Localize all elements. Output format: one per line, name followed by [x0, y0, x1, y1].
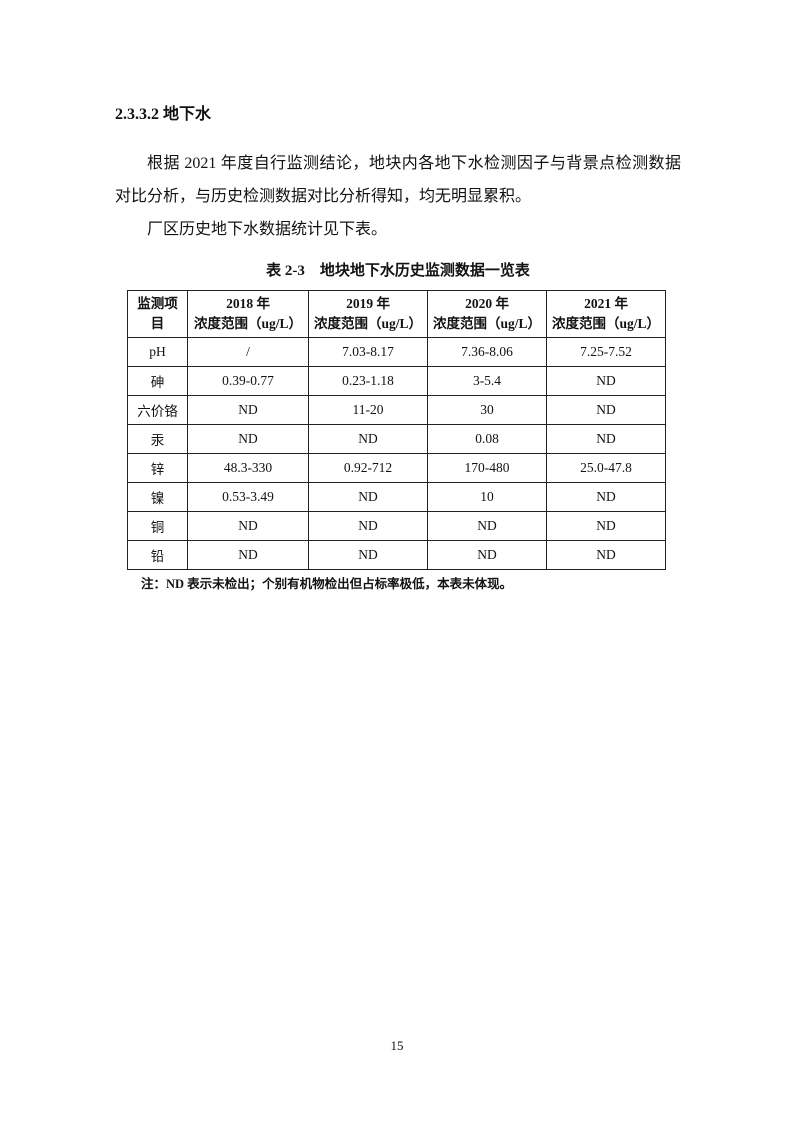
table-cell: 铜: [127, 511, 188, 541]
document-content: 2.3.3.2 地下水 根据 2021 年度自行监测结论，地块内各地下水检测因子…: [115, 103, 681, 593]
table-row-zinc: 锌 48.3-330 0.92-712 170-480 25.0-47.8: [127, 453, 666, 483]
table-cell: ND: [308, 424, 428, 454]
table-row-hexavalent-chromium: 六价铬 ND 11-20 30 ND: [127, 395, 666, 425]
table-cell: /: [187, 337, 309, 367]
table-cell: 7.36-8.06: [427, 337, 547, 367]
header-line: 目: [150, 316, 165, 331]
groundwater-history-table: 监测项 目 2018 年 浓度范围（ug/L） 2019 年 浓度范围（ug/L…: [127, 290, 666, 570]
table-cell: ND: [546, 511, 666, 541]
table-cell: pH: [127, 337, 188, 367]
table-cell: ND: [546, 366, 666, 396]
table-cell: ND: [546, 482, 666, 512]
table-cell: ND: [427, 540, 547, 570]
page-number: 15: [390, 1038, 404, 1053]
table-cell: 砷: [127, 366, 188, 396]
table-cell: ND: [308, 511, 428, 541]
table-cell: 48.3-330: [187, 453, 309, 483]
table-cell: ND: [187, 540, 309, 570]
table-cell: ND: [187, 511, 309, 541]
section-heading: 2.3.3.2 地下水: [115, 106, 212, 123]
header-line: 浓度范围（ug/L）: [193, 316, 302, 331]
table-cell: 0.53-3.49: [187, 482, 309, 512]
table-cell: 0.23-1.18: [308, 366, 428, 396]
table-row-nickel: 镍 0.53-3.49 ND 10 ND: [127, 482, 666, 512]
table-cell: ND: [187, 424, 309, 454]
header-line: 2018 年: [226, 296, 270, 311]
table-cell: 7.25-7.52: [546, 337, 666, 367]
table-cell: 10: [427, 482, 547, 512]
table-cell: 30: [427, 395, 547, 425]
header-line: 监测项: [137, 296, 178, 311]
table-cell: 0.39-0.77: [187, 366, 309, 396]
table-cell: 0.92-712: [308, 453, 428, 483]
table-cell: ND: [187, 395, 309, 425]
header-line: 2020 年: [465, 296, 509, 311]
table-row-mercury: 汞 ND ND 0.08 ND: [127, 424, 666, 454]
table-row-lead: 铅 ND ND ND ND: [127, 540, 666, 570]
table-cell: ND: [427, 511, 547, 541]
table-row-arsenic: 砷 0.39-0.77 0.23-1.18 3-5.4 ND: [127, 366, 666, 396]
header-cell-2018: 2018 年 浓度范围（ug/L）: [187, 290, 309, 338]
table-title: 表 2-3 地块地下水历史监测数据一览表: [266, 263, 530, 279]
paragraph-table-intro: 厂区历史地下水数据统计见下表。: [147, 221, 388, 238]
table-cell: ND: [308, 482, 428, 512]
table-cell: ND: [546, 540, 666, 570]
table-cell: 170-480: [427, 453, 547, 483]
table-cell: 0.08: [427, 424, 547, 454]
header-cell-2019: 2019 年 浓度范围（ug/L）: [308, 290, 428, 338]
table-header-row: 监测项 目 2018 年 浓度范围（ug/L） 2019 年 浓度范围（ug/L…: [127, 290, 666, 338]
table-row-ph: pH / 7.03-8.17 7.36-8.06 7.25-7.52: [127, 337, 666, 367]
header-line: 浓度范围（ug/L）: [551, 316, 660, 331]
table-cell: 镍: [127, 482, 188, 512]
header-cell-2021: 2021 年 浓度范围（ug/L）: [546, 290, 666, 338]
header-cell-2020: 2020 年 浓度范围（ug/L）: [427, 290, 547, 338]
table-cell: 3-5.4: [427, 366, 547, 396]
table-cell: 7.03-8.17: [308, 337, 428, 367]
table-cell: ND: [546, 395, 666, 425]
header-cell-item: 监测项 目: [127, 290, 188, 338]
table-row-copper: 铜 ND ND ND ND: [127, 511, 666, 541]
table-cell: 25.0-47.8: [546, 453, 666, 483]
header-line: 浓度范围（ug/L）: [313, 316, 422, 331]
table-note: 注：ND 表示未检出；个别有机物检出但占标率极低，本表未体现。: [141, 577, 513, 591]
header-line: 2021 年: [584, 296, 628, 311]
table-cell: 11-20: [308, 395, 428, 425]
table-cell: 铅: [127, 540, 188, 570]
table-cell: ND: [546, 424, 666, 454]
table-cell: 锌: [127, 453, 188, 483]
table-cell: ND: [308, 540, 428, 570]
table-cell: 汞: [127, 424, 188, 454]
header-line: 浓度范围（ug/L）: [432, 316, 541, 331]
paragraph-monitoring-conclusion: 根据 2021 年度自行监测结论，地块内各地下水检测因子与背景点检测数据对比分析…: [115, 155, 681, 205]
header-line: 2019 年: [346, 296, 390, 311]
table-cell: 六价铬: [127, 395, 188, 425]
